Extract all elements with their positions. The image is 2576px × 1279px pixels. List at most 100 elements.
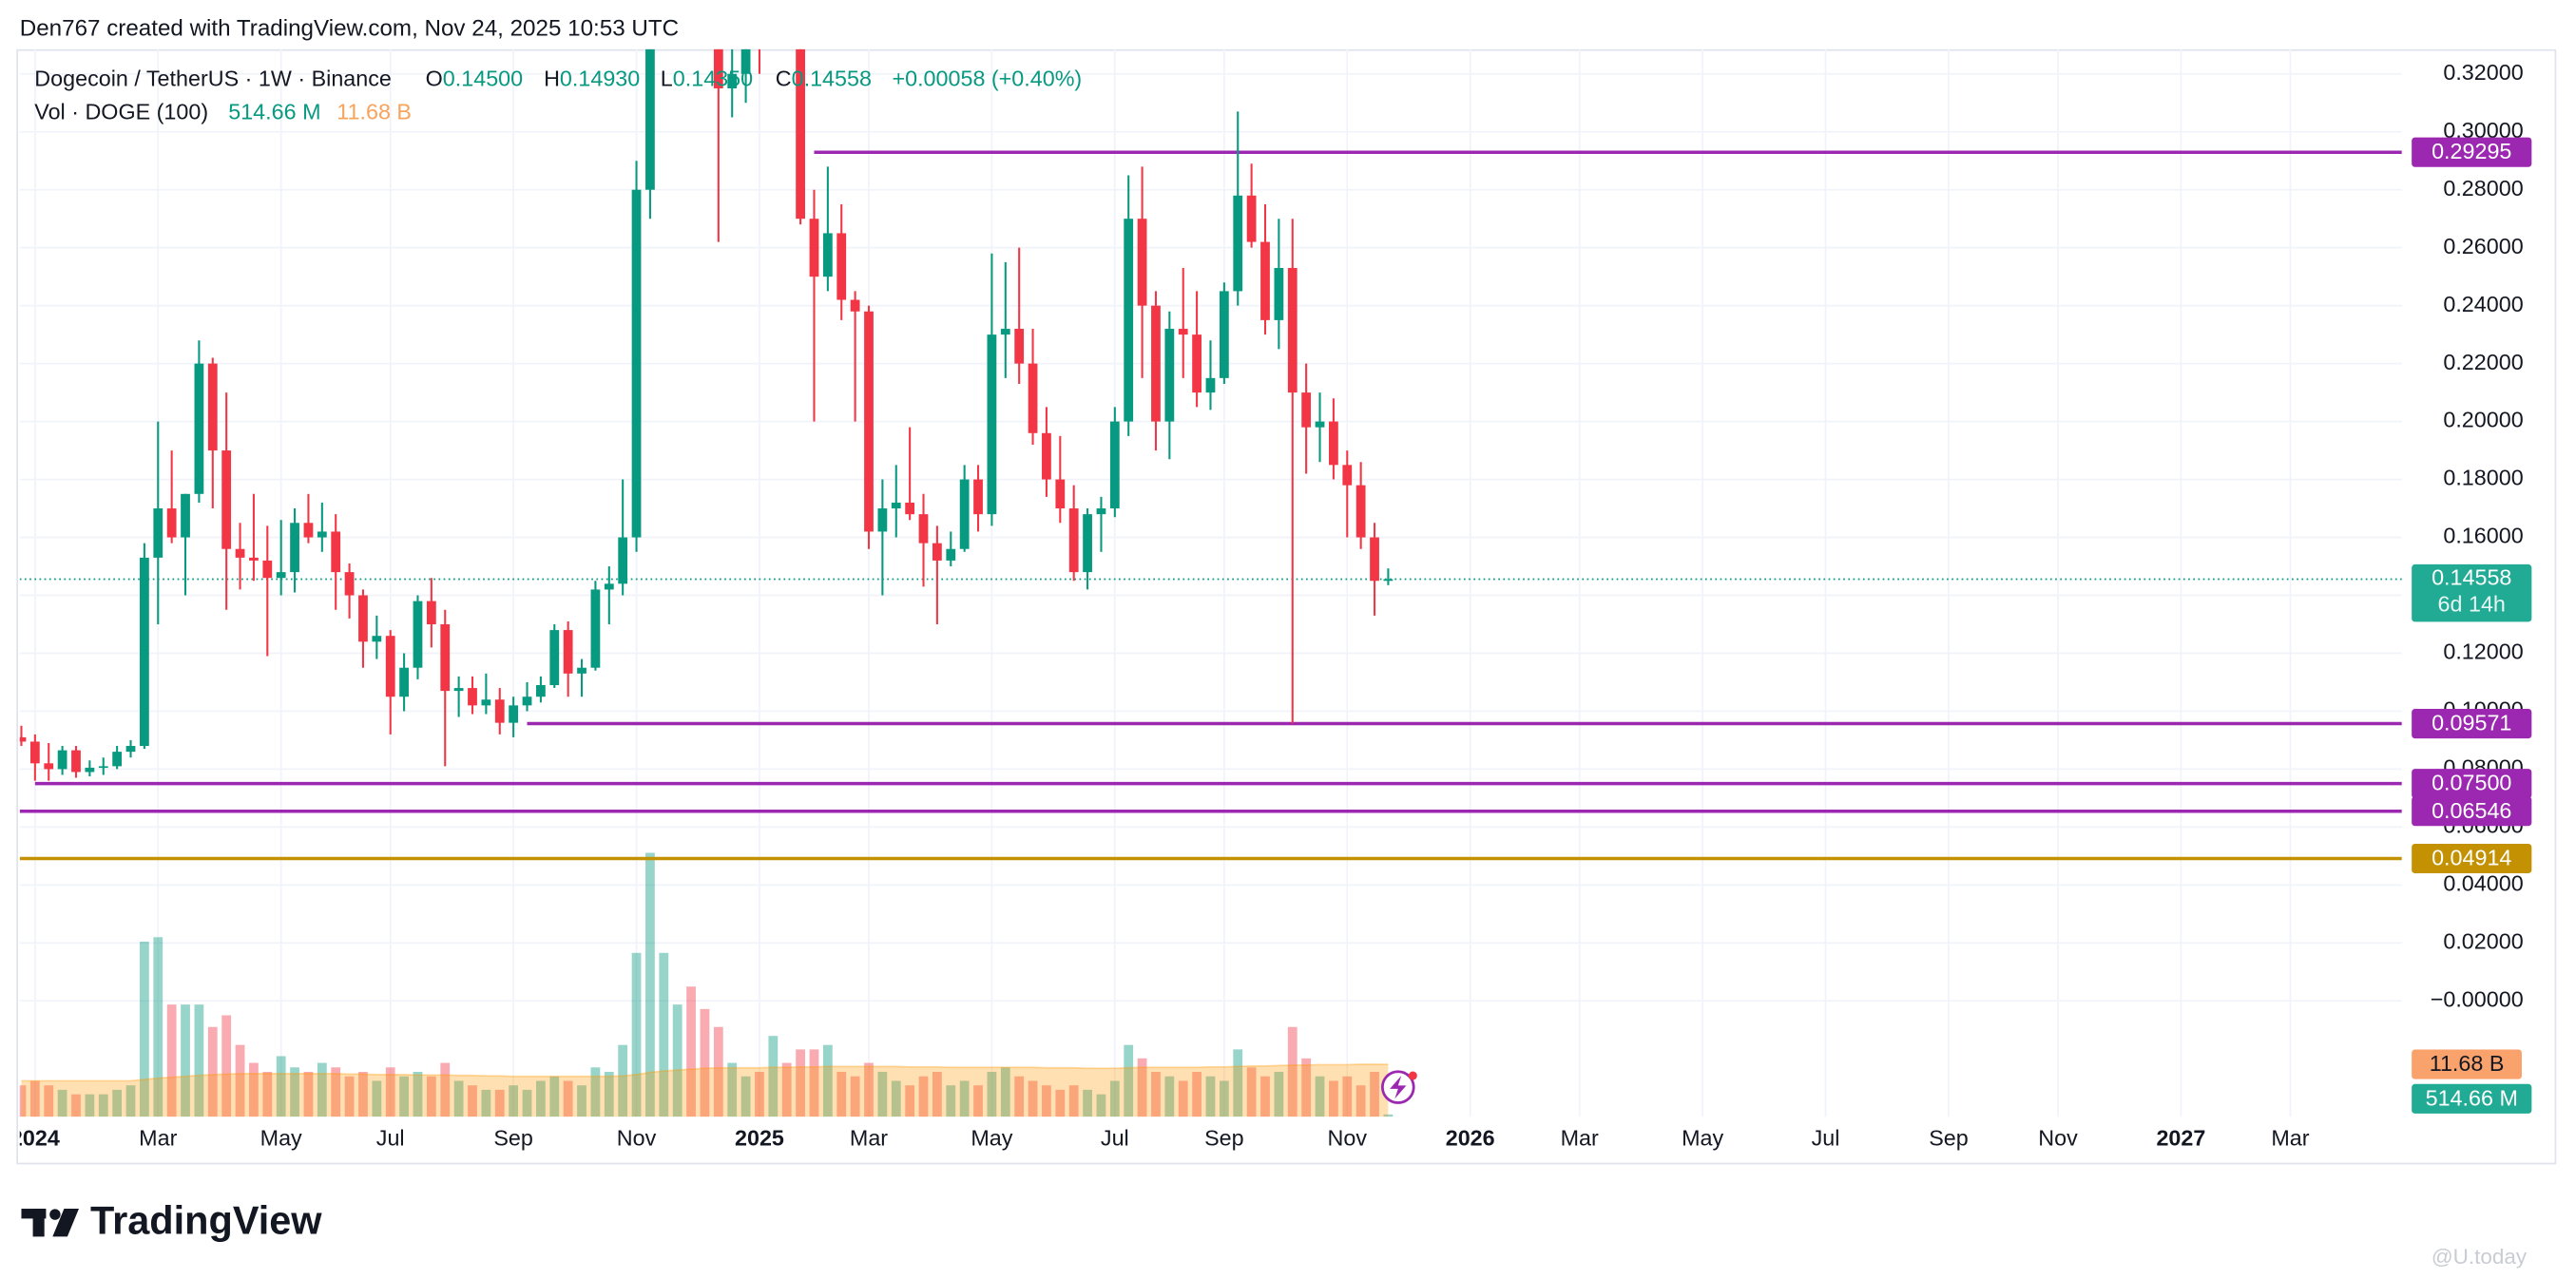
candle-body — [959, 479, 970, 549]
volume-bar — [481, 1089, 491, 1117]
countdown-label: 6d 14h — [2438, 591, 2506, 616]
volume-bar — [672, 1004, 682, 1117]
volume-bar — [71, 1094, 81, 1117]
candle-body — [1192, 334, 1201, 393]
logo-dot[interactable] — [49, 1209, 61, 1220]
candle-body — [1260, 241, 1270, 320]
volume-bar — [1342, 1076, 1353, 1117]
x-tick-label: Jul — [1812, 1126, 1840, 1151]
logo-slash[interactable] — [52, 1209, 79, 1237]
candle-body — [1109, 421, 1120, 509]
replay-icon-bolt[interactable] — [1390, 1076, 1407, 1099]
candle-body — [166, 508, 177, 538]
volume-bar — [864, 1062, 874, 1117]
logo-stem[interactable] — [32, 1209, 45, 1237]
level-label-box — [2412, 843, 2532, 874]
y-tick-label: 0.04000 — [2443, 871, 2523, 896]
level-label: 0.09571 — [2432, 711, 2511, 735]
candle-body — [344, 572, 355, 596]
volume-bar — [1055, 1089, 1066, 1117]
volume-bar — [1109, 1080, 1120, 1117]
y-tick-label: 0.02000 — [2443, 928, 2523, 953]
level-label-box — [2412, 708, 2532, 739]
volume-bar — [1274, 1072, 1284, 1117]
candle-body — [727, 73, 738, 89]
volume-bar — [1124, 1044, 1134, 1117]
volume-bar — [1014, 1076, 1025, 1117]
candle-body — [891, 502, 901, 509]
price-axis: 0.320000.300000.280000.260000.240000.220… — [2412, 60, 2532, 1114]
volume-bar — [1246, 1067, 1257, 1117]
candle-body — [973, 479, 983, 515]
replay-icon-dot[interactable] — [1408, 1071, 1417, 1080]
volume-bar — [235, 1044, 245, 1117]
volume-bar — [303, 1072, 314, 1117]
volume-label: 514.66 M — [2426, 1085, 2518, 1110]
candle-body — [850, 299, 860, 312]
volume-bar — [590, 1067, 601, 1117]
attribution: Den767 created with TradingView.com, Nov… — [20, 16, 679, 42]
watermark: @U.today — [2432, 1245, 2528, 1269]
candle-body — [1246, 195, 1257, 242]
volume-bar — [413, 1072, 423, 1117]
volume-legend-value: 514.66 M — [228, 99, 320, 124]
candle-body — [262, 560, 273, 579]
volume-legend: Vol · DOGE (100) 514.66 M 11.68 B — [34, 99, 412, 124]
y-tick-label: 0.24000 — [2443, 292, 2523, 316]
candle-body — [317, 531, 327, 538]
volume-bar — [1137, 1058, 1147, 1117]
candle-body — [1329, 421, 1338, 466]
volume-bar — [796, 1049, 805, 1117]
candle-body — [140, 557, 149, 747]
candle-body — [481, 699, 491, 706]
volume-bar — [1178, 1080, 1188, 1117]
candle-body — [563, 630, 573, 674]
volume-bar — [577, 1085, 586, 1117]
brand-logo[interactable]: TradingView — [21, 1198, 322, 1243]
candle-body — [1315, 421, 1325, 428]
candle-body — [631, 189, 642, 538]
candle-body — [71, 750, 81, 773]
x-tick-label: Sep — [493, 1126, 533, 1151]
volume-bar — [1383, 1114, 1394, 1117]
volume-bar — [1315, 1076, 1325, 1117]
volume-label-box — [2412, 1083, 2532, 1114]
legend-value: 0.14350 — [673, 67, 753, 91]
volume-bar — [153, 937, 163, 1117]
x-tick-label: 2027 — [2156, 1126, 2205, 1151]
volume-bar — [1151, 1072, 1161, 1117]
volume-bar — [959, 1080, 970, 1117]
candle-body — [1000, 329, 1010, 335]
volume-bar — [700, 1008, 710, 1117]
volume-bar — [426, 1076, 436, 1117]
volume-bar — [98, 1094, 108, 1117]
volume-bar — [221, 1015, 232, 1117]
volume-bar — [399, 1076, 409, 1117]
candle-body — [426, 601, 436, 624]
legend-change: +0.00058 (+0.40%) — [892, 67, 1082, 91]
candle-body — [153, 508, 163, 558]
candle-body — [85, 767, 95, 773]
candle-body — [1342, 465, 1353, 486]
volume-bar — [809, 1049, 819, 1117]
volume-bar — [19, 1085, 27, 1117]
volume-legend-ma: 11.68 B — [336, 99, 412, 124]
volume-bar — [781, 1062, 792, 1117]
candle-body — [1287, 268, 1298, 393]
candle-body — [1083, 514, 1092, 573]
candle-body — [1068, 508, 1079, 573]
volume-bar — [358, 1072, 368, 1117]
candle-body — [399, 667, 409, 697]
volume-bar — [604, 1072, 614, 1117]
x-tick-label: Mar — [850, 1126, 888, 1151]
volume-bar — [755, 1072, 764, 1117]
x-tick-label: Jul — [1101, 1126, 1129, 1151]
replay-icon[interactable] — [1380, 1070, 1417, 1104]
y-tick-label: 0.28000 — [2443, 176, 2523, 200]
y-tick-label: −0.00000 — [2431, 986, 2524, 1011]
volume-bar — [317, 1062, 327, 1117]
candle-body — [112, 752, 123, 767]
y-tick-label: 0.22000 — [2443, 350, 2523, 374]
brand-name[interactable]: TradingView — [90, 1198, 322, 1243]
y-tick-label: 0.26000 — [2443, 234, 2523, 258]
